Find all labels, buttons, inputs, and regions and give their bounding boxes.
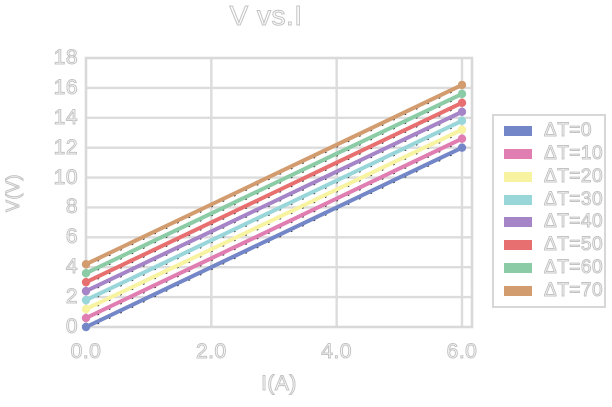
legend-swatch [504, 171, 532, 182]
y-tick-label: 0 [65, 315, 78, 339]
series-line-1 [84, 136, 464, 320]
series-end-marker-2 [457, 125, 467, 134]
y-tick-label: 10 [53, 165, 78, 189]
x-axis-title: I(A) [261, 372, 297, 396]
x-tick-label: 4.0 [321, 340, 352, 364]
series-line-7 [84, 82, 464, 267]
y-tick-label: 2 [65, 285, 78, 309]
legend-item: ΔT=70 [504, 279, 604, 301]
plot-frame [84, 56, 474, 329]
y-tick-label: 4 [65, 255, 78, 279]
series-start-marker-3 [81, 295, 91, 305]
y-tick-label: 16 [53, 75, 78, 99]
series-line-4 [84, 109, 464, 294]
x-tick-label: 2.0 [195, 340, 227, 364]
legend-label: ΔT=50 [543, 234, 604, 256]
series-end-marker-4 [457, 107, 467, 117]
legend-swatch [504, 285, 532, 296]
legend-item: ΔT=0 [504, 120, 604, 142]
legend-label: ΔT=0 [544, 120, 592, 142]
series-end-marker-0 [457, 143, 467, 152]
y-tick-label: 12 [53, 135, 78, 159]
legend-swatch [504, 262, 532, 273]
y-tick-label: 6 [65, 225, 78, 249]
series-end-marker-5 [457, 98, 467, 108]
legend-item: ΔT=40 [504, 211, 604, 233]
series-start-marker-1 [81, 313, 91, 323]
legend-swatch [504, 149, 532, 160]
series-start-marker-2 [81, 304, 91, 314]
legend-item: ΔT=50 [504, 234, 604, 256]
legend-label: ΔT=60 [543, 256, 604, 278]
legend-label: ΔT=70 [543, 279, 604, 301]
legend-label: ΔT=20 [543, 165, 604, 187]
series-start-marker-4 [81, 286, 91, 296]
legend-item: ΔT=30 [504, 188, 604, 210]
series-line-2 [84, 127, 464, 312]
legend-swatch [504, 240, 532, 251]
legend-item: ΔT=10 [504, 143, 604, 165]
y-tick-label: 18 [53, 46, 78, 70]
legend-item: ΔT=60 [504, 256, 604, 278]
series-line-0 [84, 145, 464, 329]
series-end-marker-7 [457, 80, 467, 90]
series-end-marker-1 [457, 134, 467, 143]
x-tick-label: 6.0 [446, 340, 478, 364]
chart-title: V vs.I [229, 0, 303, 32]
series-line-6 [84, 91, 464, 276]
legend-swatch [504, 217, 532, 228]
legend-label: ΔT=40 [543, 211, 604, 233]
legend-label: ΔT=30 [543, 188, 604, 210]
y-axis-title: V(V) [3, 174, 24, 213]
legend-label: ΔT=10 [543, 143, 604, 165]
y-tick-label: 14 [53, 105, 78, 129]
series-end-marker-6 [457, 89, 467, 99]
legend-swatch [504, 126, 532, 137]
series-start-marker-5 [81, 277, 91, 287]
series-start-marker-6 [81, 269, 91, 278]
series-end-marker-3 [457, 116, 467, 125]
series-start-marker-0 [81, 322, 91, 332]
series-start-marker-7 [81, 260, 91, 269]
legend-item: ΔT=20 [504, 165, 604, 187]
series-line-3 [84, 118, 464, 303]
x-tick-label: 0.0 [70, 340, 102, 364]
legend-swatch [504, 194, 532, 205]
y-tick-label: 8 [65, 195, 78, 219]
series-line-5 [84, 100, 464, 285]
legend: ΔT=0 ΔT=10 ΔT=20 ΔT=30 ΔT=40 ΔT=50 ΔT=60 ΔT=70 [492, 114, 606, 308]
